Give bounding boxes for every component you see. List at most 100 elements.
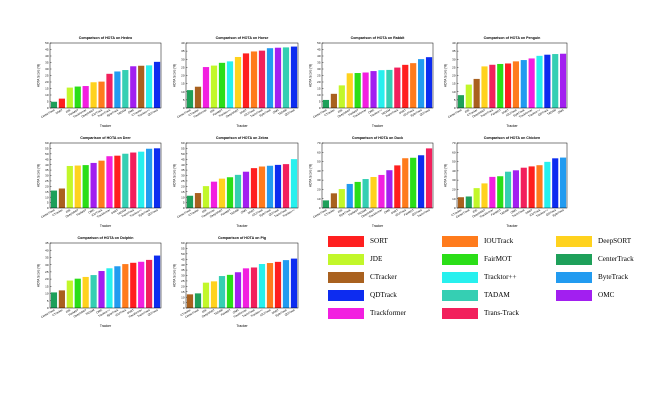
y-tick-label: 10 (317, 93, 321, 97)
bar (370, 71, 377, 108)
y-tick-label: 40 (181, 163, 185, 167)
bar (250, 267, 258, 308)
x-tick-label: TransTrack (511, 208, 526, 219)
y-tick-label: 55 (181, 147, 185, 151)
y-tick-label: 20 (452, 188, 456, 192)
x-tick-label: Trackformer (72, 108, 87, 119)
y-axis-label: HOTA Score (%) (37, 264, 41, 288)
chart-title: Comparison of HOTA on Dolphin (78, 236, 134, 240)
x-tick-label: SORT (398, 108, 407, 115)
bar (481, 66, 488, 108)
bar (234, 56, 242, 108)
x-tick-label: JDE (201, 208, 208, 214)
bar (282, 260, 290, 308)
bar (122, 264, 129, 308)
x-tick-label: ByteTrack (338, 208, 351, 218)
bar (418, 155, 425, 208)
x-tick-label: JDE (65, 108, 72, 114)
x-tick-label: TADAM (277, 108, 288, 117)
y-axis-label: HOTA Score (%) (444, 164, 448, 188)
x-tick-label: Trackformer (128, 308, 143, 319)
x-tick-label: ByteTrack (106, 308, 119, 318)
y-tick-label: 30 (45, 263, 49, 267)
x-tick-label: Tracktor++ (129, 208, 143, 218)
bar (425, 148, 433, 208)
plot-frame (49, 242, 162, 309)
x-axis-label: Tracker (100, 224, 112, 228)
y-tick-label: 10 (181, 90, 185, 94)
x-tick-label: SORT (524, 208, 533, 215)
bar (234, 174, 242, 208)
x-tick-label: DeepSORT (201, 308, 216, 319)
bar (378, 70, 385, 108)
legend-swatch (442, 308, 478, 319)
x-tick-label: OMC (87, 208, 95, 215)
legend-label: CTracker (370, 273, 397, 281)
bar (186, 195, 194, 208)
bar (50, 101, 58, 108)
x-tick-label: ByteTrack (259, 208, 272, 218)
x-tick-label: CenterTrack (40, 308, 56, 319)
bar (202, 67, 210, 108)
y-tick-label: 10 (45, 93, 49, 97)
legend-label: FairMOT (484, 255, 512, 263)
bar (290, 258, 298, 308)
legend-label: Tracktor++ (484, 273, 517, 281)
x-tick-label: QDTrack (545, 208, 557, 217)
x-tick-label: TADAM (229, 208, 240, 217)
x-tick-label: CenterTrack (455, 208, 471, 219)
bar (226, 177, 234, 208)
x-tick-label: CenterTrack (176, 208, 192, 219)
bar (58, 188, 65, 208)
x-tick-label: ByteTrack (552, 208, 565, 218)
bar (370, 176, 377, 208)
legend-label: Trans-Track (484, 309, 520, 317)
plot-frame (456, 142, 568, 209)
x-tick-label: Trackformer (96, 208, 111, 219)
bar (346, 73, 353, 108)
x-tick-label: QDTrack (147, 208, 159, 217)
y-tick-label: 40 (45, 248, 49, 252)
legend-swatch (556, 290, 592, 301)
x-tick-label: Trackformer (193, 108, 208, 119)
legend-swatch (556, 272, 592, 283)
bar (354, 73, 361, 108)
x-tick-label: CenterTrack (184, 308, 200, 319)
bar (258, 50, 266, 108)
y-tick-label: 20 (181, 284, 185, 288)
x-tick-label: ByteTrack (138, 208, 151, 218)
x-tick-label: CTracker (324, 208, 336, 217)
x-tick-label: CTracker (466, 108, 478, 117)
y-tick-label: 15 (45, 87, 49, 91)
bar (425, 57, 433, 108)
x-tick-label: JDE (337, 208, 344, 214)
bar (226, 61, 234, 108)
x-tick-label: FairMOT (490, 108, 502, 117)
y-tick-label: 0 (454, 206, 456, 210)
bar (82, 276, 89, 308)
x-tick-label: SORT (501, 108, 510, 115)
x-tick-label: ByteTrack (259, 108, 272, 118)
x-tick-label: JDE (337, 108, 344, 114)
legend-swatch (442, 290, 478, 301)
x-tick-label: FairMOT (76, 208, 88, 217)
bar (138, 151, 145, 208)
bar (194, 293, 202, 308)
bar (98, 271, 105, 308)
y-tick-label: 5 (47, 100, 49, 104)
x-tick-label: IOUTrack (402, 108, 415, 118)
y-tick-label: 30 (181, 274, 185, 278)
bar (90, 162, 97, 208)
bar (153, 61, 161, 108)
y-tick-label: 45 (181, 257, 185, 261)
x-tick-label: TADAM (213, 308, 224, 317)
y-tick-label: 20 (45, 184, 49, 188)
bar (489, 176, 496, 208)
y-tick-label: 55 (181, 247, 185, 251)
bar (552, 54, 559, 108)
plot-frame (456, 42, 568, 109)
bar (258, 166, 266, 208)
x-tick-label: Tracktor++ (97, 308, 111, 318)
bar (560, 157, 567, 208)
y-tick-label: 0 (183, 106, 185, 110)
